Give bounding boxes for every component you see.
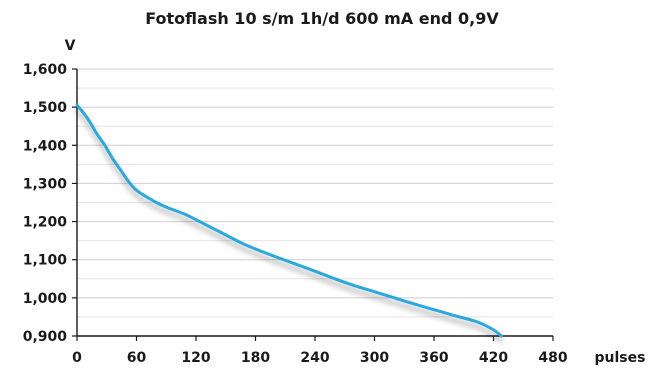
y-tick-label: 1,200	[23, 215, 68, 231]
y-tick-label: 1,000	[23, 291, 68, 307]
y-tick-label: 0,900	[23, 329, 68, 345]
ticks-layer: 0,900 1,000 1,100 1,200 1,300 1,400 1,500 1,600…	[23, 62, 568, 366]
chart-title: Fotoflash 10 s/m 1h/d 600 mA end 0,9V	[145, 9, 499, 28]
x-tick-label: 240	[300, 350, 329, 366]
x-tick-label: 0	[72, 350, 82, 366]
x-tick-label: 480	[538, 350, 567, 366]
x-tick-label: 420	[479, 350, 508, 366]
series-line-0	[75, 103, 503, 338]
x-axis-label: pulses	[595, 350, 646, 366]
x-tick-label: 120	[181, 350, 210, 366]
series-layer	[75, 103, 503, 338]
y-tick-label: 1,600	[23, 62, 68, 78]
y-tick-label: 1,400	[23, 138, 68, 154]
x-tick-label: 360	[419, 350, 448, 366]
grid-layer	[77, 68, 553, 318]
y-tick-label: 1,100	[23, 253, 68, 269]
y-tick-label: 1,300	[23, 176, 68, 192]
y-tick-label: 1,500	[23, 100, 68, 116]
y-axis-label: V	[65, 38, 76, 54]
x-tick-label: 60	[127, 350, 147, 366]
x-tick-label: 300	[360, 350, 389, 366]
x-tick-label: 180	[241, 350, 270, 366]
